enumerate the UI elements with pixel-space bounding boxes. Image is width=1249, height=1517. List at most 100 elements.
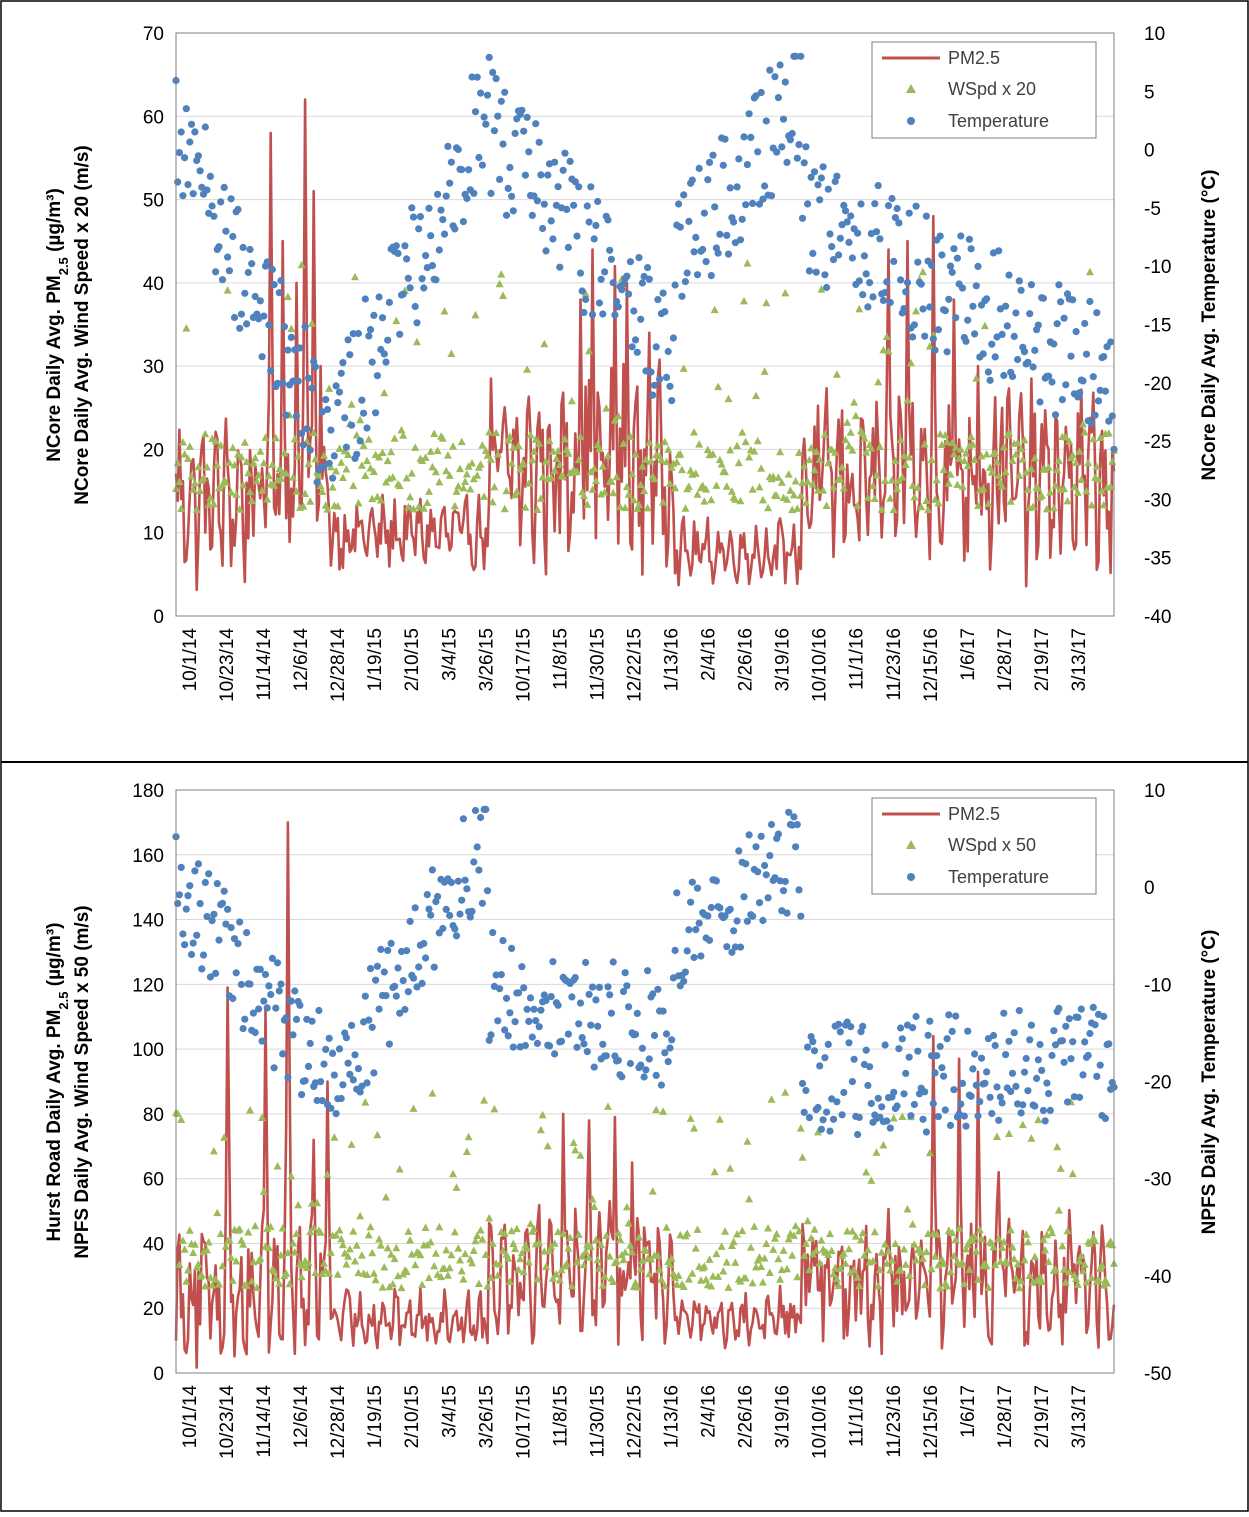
temperature-point	[921, 332, 929, 340]
wspd-point	[597, 489, 606, 498]
wspd-point	[734, 458, 743, 467]
temperature-point	[661, 308, 669, 316]
wspd-point	[505, 1277, 514, 1286]
temperature-point	[366, 965, 375, 973]
temperature-point	[673, 889, 681, 897]
temperature-point	[776, 61, 784, 69]
wspd-point	[258, 486, 267, 494]
wspd-point	[349, 1227, 358, 1235]
wspd-point	[511, 1244, 520, 1253]
temperature-point	[189, 190, 197, 198]
wspd-point	[700, 497, 709, 505]
temperature-point	[1081, 319, 1089, 328]
temperature-point	[508, 192, 516, 200]
temperature-point	[688, 176, 696, 184]
temperature-point	[668, 1036, 676, 1044]
wspd-point	[984, 1283, 993, 1291]
wspd-point	[994, 1234, 1003, 1242]
x-axis-tick-label: 1/28/17	[995, 1385, 1016, 1448]
temperature-point	[988, 340, 996, 348]
temperature-point	[1100, 353, 1108, 361]
wspd-point	[875, 1265, 884, 1274]
wspd-point	[831, 448, 840, 456]
wspd-point	[877, 505, 886, 513]
wspd-point	[817, 1236, 826, 1244]
wspd-point	[357, 1251, 366, 1259]
temperature-point	[234, 940, 242, 948]
x-axis-tick-label: 3/26/15	[476, 628, 497, 691]
temperature-point	[1069, 1038, 1077, 1046]
temperature-point	[578, 287, 586, 295]
wspd-point	[425, 1273, 434, 1282]
wspd-point	[586, 1242, 595, 1251]
temperature-point	[829, 256, 838, 264]
temperature-point	[301, 323, 309, 331]
wspd-point	[235, 505, 244, 513]
wspd-point	[616, 1235, 625, 1243]
temperature-point	[478, 161, 486, 169]
temperature-point	[628, 343, 636, 351]
wspd-point	[782, 495, 791, 503]
temperature-point	[420, 939, 428, 948]
temperature-point	[928, 1052, 936, 1060]
temperature-point	[542, 247, 550, 255]
temperature-point	[1007, 1087, 1015, 1096]
temperature-point	[380, 968, 388, 976]
wspd-point	[664, 445, 673, 453]
wspd-point	[726, 1164, 735, 1172]
wspd-point	[948, 1228, 957, 1236]
temperature-point	[227, 195, 235, 203]
wspd-point	[727, 1241, 736, 1250]
wspd-point	[936, 429, 945, 438]
wspd-point	[622, 482, 631, 491]
wspd-point	[645, 438, 654, 446]
wspd-point	[1005, 428, 1014, 437]
wspd-point	[177, 1115, 186, 1123]
temperature-point	[504, 184, 512, 192]
temperature-point	[809, 249, 817, 257]
temperature-point	[631, 336, 640, 344]
wspd-point	[419, 504, 428, 512]
wspd-point	[495, 1259, 504, 1268]
wspd-point	[554, 446, 563, 455]
bottom-legend-wspd-swatch	[906, 840, 916, 849]
wspd-point	[275, 464, 284, 473]
temperature-point	[805, 1114, 814, 1122]
temperature-point	[482, 120, 490, 128]
temperature-point	[685, 926, 693, 934]
temperature-point	[243, 929, 251, 937]
temperature-point	[976, 1098, 984, 1106]
temperature-point	[360, 409, 368, 417]
temperature-point	[759, 195, 767, 203]
temperature-point	[444, 142, 452, 150]
temperature-point	[735, 847, 743, 855]
temperature-point	[690, 953, 698, 962]
temperature-point	[306, 1039, 314, 1048]
wspd-point	[671, 483, 680, 492]
wspd-point	[473, 1231, 482, 1240]
wspd-point	[378, 1283, 387, 1291]
wspd-point	[333, 1270, 342, 1278]
temperature-point	[399, 290, 407, 298]
temperature-point	[535, 1023, 543, 1031]
wspd-point	[495, 279, 504, 288]
temperature-point	[1096, 1061, 1104, 1069]
wspd-point	[554, 1227, 563, 1236]
wspd-point	[813, 1127, 822, 1136]
wspd-point	[476, 460, 485, 468]
wspd-point	[276, 1250, 285, 1259]
temperature-point	[798, 1079, 807, 1088]
temperature-point	[664, 1058, 672, 1066]
wspd-point	[867, 444, 876, 452]
wspd-point	[366, 1222, 375, 1231]
temperature-point	[475, 153, 483, 162]
temperature-point	[650, 1031, 659, 1040]
temperature-point	[716, 230, 724, 238]
temperature-point	[1048, 378, 1056, 386]
temperature-point	[196, 900, 204, 908]
wspd-point	[406, 1236, 415, 1244]
temperature-point	[292, 1015, 301, 1024]
temperature-point	[711, 203, 719, 211]
wspd-point	[299, 502, 308, 510]
wspd-point	[237, 452, 246, 461]
